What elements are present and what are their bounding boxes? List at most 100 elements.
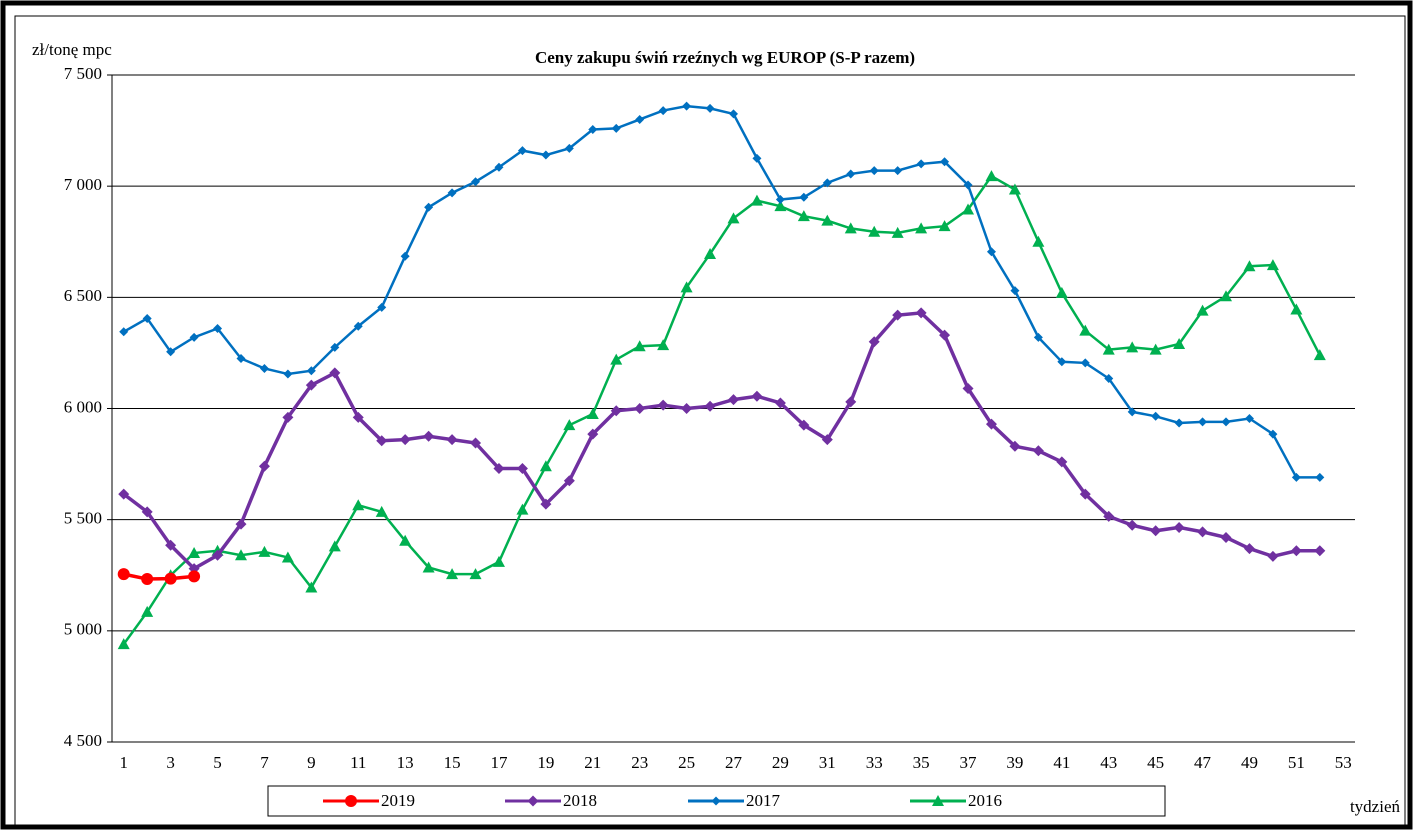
marker: [681, 403, 693, 414]
marker: [1220, 531, 1232, 543]
marker: [377, 302, 387, 312]
marker: [1173, 521, 1185, 533]
marker: [213, 323, 223, 333]
marker: [329, 367, 341, 379]
marker: [728, 394, 739, 406]
marker: [1291, 472, 1301, 482]
marker: [469, 568, 482, 580]
marker: [259, 363, 269, 373]
marker: [635, 114, 645, 124]
x-tick-label: 39: [1006, 753, 1023, 772]
marker: [234, 549, 247, 561]
marker: [1314, 545, 1326, 557]
x-tick-label: 37: [960, 753, 978, 772]
marker: [563, 475, 575, 487]
marker: [141, 605, 154, 617]
marker: [868, 225, 881, 237]
x-tick-label: 47: [1194, 753, 1212, 772]
legend-label: 2019: [381, 791, 415, 810]
marker: [705, 103, 715, 113]
marker: [446, 568, 459, 580]
marker: [142, 313, 152, 323]
marker: [1080, 358, 1090, 368]
marker: [633, 340, 646, 352]
marker: [165, 539, 177, 551]
marker: [282, 411, 294, 423]
marker: [939, 329, 951, 341]
marker: [1032, 445, 1044, 457]
marker: [1315, 472, 1325, 482]
marker: [1290, 545, 1302, 557]
marker: [166, 347, 176, 357]
marker: [798, 419, 810, 431]
marker: [119, 327, 129, 337]
marker: [1173, 338, 1186, 350]
marker: [821, 214, 834, 226]
marker: [751, 390, 763, 402]
x-tick-label: 23: [631, 753, 648, 772]
marker: [1150, 525, 1162, 537]
marker: [727, 212, 740, 224]
marker: [1220, 290, 1233, 302]
x-tick-label: 45: [1147, 753, 1164, 772]
marker: [680, 281, 693, 293]
x-tick-label: 15: [444, 753, 461, 772]
marker: [915, 222, 928, 234]
marker: [1197, 526, 1209, 538]
marker: [236, 353, 246, 363]
marker: [611, 123, 621, 133]
marker: [330, 342, 340, 352]
marker: [844, 222, 857, 234]
marker: [938, 220, 951, 232]
y-tick-label: 5 500: [64, 509, 102, 528]
marker: [704, 247, 717, 259]
marker: [1009, 440, 1021, 452]
marker: [422, 561, 435, 573]
marker: [821, 434, 833, 446]
marker: [868, 336, 880, 348]
x-tick-label: 5: [213, 753, 222, 772]
marker: [1266, 259, 1279, 271]
y-tick-label: 6 500: [64, 286, 102, 305]
marker: [704, 400, 716, 412]
marker: [1268, 429, 1278, 439]
y-tick-label: 7 000: [64, 175, 102, 194]
series-line: [123, 572, 195, 581]
legend-label: 2018: [563, 791, 597, 810]
marker: [1056, 456, 1068, 468]
marker: [189, 332, 199, 342]
marker: [1151, 411, 1161, 421]
marker: [305, 379, 317, 391]
marker: [1243, 543, 1255, 555]
marker: [1055, 286, 1068, 298]
marker: [281, 551, 294, 563]
marker: [846, 169, 856, 179]
marker: [1221, 417, 1231, 427]
marker: [1313, 349, 1326, 361]
x-tick-label: 27: [725, 753, 743, 772]
marker: [447, 188, 457, 198]
marker: [1033, 332, 1043, 342]
marker: [446, 434, 458, 446]
marker: [376, 435, 388, 447]
marker: [540, 498, 552, 510]
marker: [711, 796, 721, 806]
marker: [1008, 183, 1021, 195]
x-tick-label: 13: [397, 753, 414, 772]
legend-label: 2017: [746, 791, 781, 810]
marker: [752, 153, 762, 163]
series-line: [122, 311, 1320, 571]
marker: [915, 307, 927, 319]
marker: [774, 397, 786, 409]
marker: [563, 419, 576, 431]
marker: [587, 428, 599, 440]
chart-title: Ceny zakupu świń rzeźnych wg EUROP (S-P …: [535, 48, 915, 67]
marker: [164, 572, 177, 585]
marker: [610, 353, 623, 365]
marker: [399, 434, 411, 446]
marker: [985, 418, 997, 430]
marker: [400, 251, 410, 261]
marker: [258, 545, 271, 557]
